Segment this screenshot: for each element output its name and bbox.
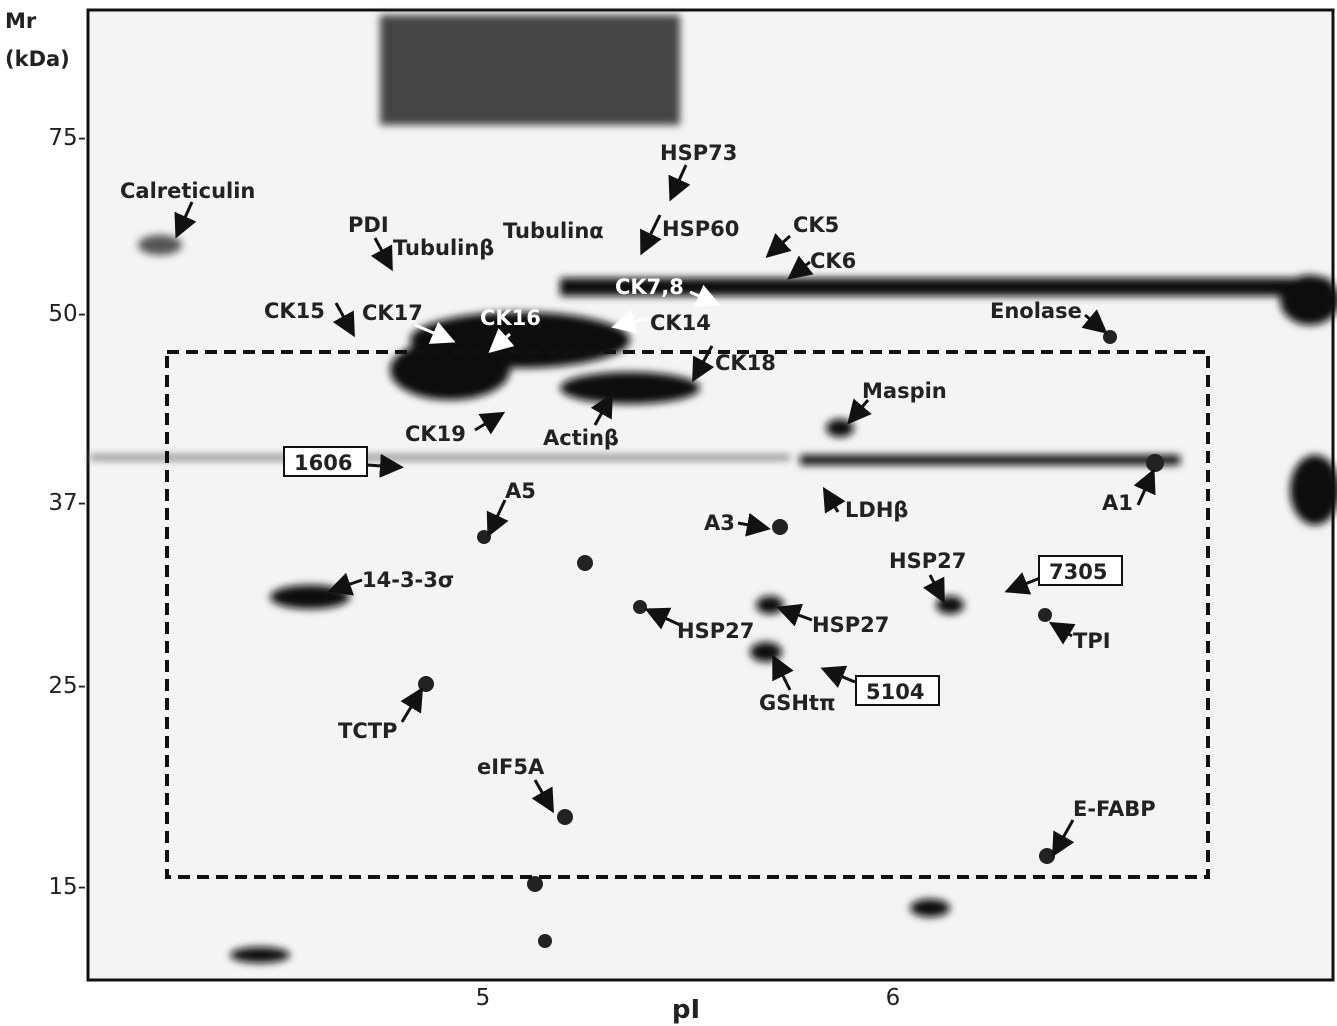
spot-label: A1 <box>1102 491 1133 515</box>
spot-label: Tubulinα <box>503 219 604 243</box>
spot-label: LDHβ <box>845 498 908 522</box>
x-tick-label: 5 <box>476 985 491 1011</box>
boxed-label: 1606 <box>294 451 352 475</box>
spot-label: Enolase <box>990 299 1082 323</box>
spot-label: Calreticulin <box>120 179 255 203</box>
spot-label: Actinβ <box>543 426 619 450</box>
page: Mr (kDa) 75- 50- 37- 25- 15- 5 6 pI Calr… <box>0 0 1337 1026</box>
spot-label: Maspin <box>862 379 947 403</box>
boxed-label: 5104 <box>866 680 924 704</box>
spot-label: TPI <box>1073 629 1111 653</box>
spot-label: CK17 <box>362 301 423 325</box>
x-tick-label: 6 <box>886 985 901 1011</box>
y-tick-label: 50- <box>48 301 86 327</box>
spot-label: HSP27 <box>812 613 889 637</box>
spot-label: HSP27 <box>889 549 966 573</box>
y-axis-title: Mr <box>5 9 37 33</box>
spot-label: PDI <box>348 213 389 237</box>
x-axis-title: pI <box>672 995 700 1025</box>
y-tick-label: 75- <box>48 125 86 151</box>
spot-label: GSHtπ <box>759 691 836 715</box>
spot-label: CK18 <box>715 351 776 375</box>
spot-label: HSP60 <box>662 217 739 241</box>
spot-label: HSP73 <box>660 141 737 165</box>
y-tick-label: 15- <box>48 874 86 900</box>
spot-label: CK5 <box>793 213 839 237</box>
boxed-label: 7305 <box>1049 560 1107 584</box>
spot-label: CK14 <box>650 311 711 335</box>
y-tick-label: 25- <box>48 673 86 699</box>
spot-label: TCTP <box>338 719 397 743</box>
spot-label: Tubulinβ <box>393 236 494 260</box>
spot-label: CK15 <box>264 299 325 323</box>
spot-label: CK19 <box>405 422 466 446</box>
spot-label: CK16 <box>480 306 541 330</box>
y-axis-title: (kDa) <box>5 47 70 71</box>
spot-label: 14-3-3σ <box>362 568 454 592</box>
spot-label: CK7,8 <box>615 275 684 299</box>
spot-label: E-FABP <box>1073 797 1156 821</box>
gel-figure: Mr (kDa) 75- 50- 37- 25- 15- 5 6 pI Calr… <box>0 0 1337 1026</box>
spot-label: CK6 <box>810 249 856 273</box>
spot-label: eIF5A <box>477 755 545 779</box>
spot-label: A3 <box>704 511 735 535</box>
spot-label: HSP27 <box>677 619 754 643</box>
y-tick-label: 37- <box>48 490 86 516</box>
spot-label: A5 <box>505 479 536 503</box>
